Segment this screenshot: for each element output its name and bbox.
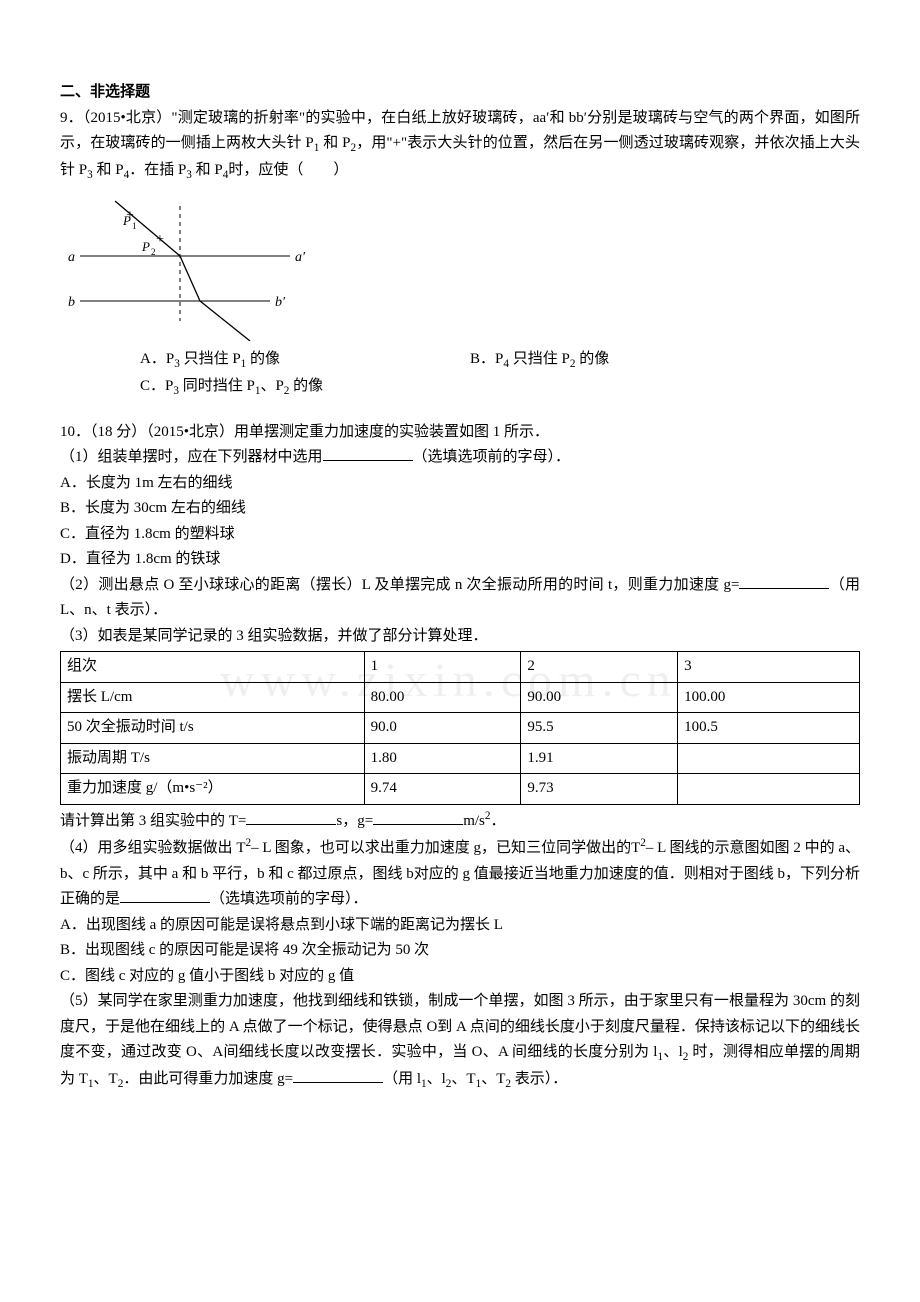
svg-text:P: P	[122, 213, 131, 228]
q10-p5: （5）某同学在家里测重力加速度，他找到细线和铁锁，制成一个单摆，如图 3 所示，…	[60, 989, 860, 1094]
blank-input[interactable]	[246, 809, 336, 825]
svg-text:b′: b′	[275, 295, 286, 310]
svg-text:2: 2	[151, 247, 156, 257]
q9-stem: 9．（2015•北京）"测定玻璃的折射率"的实验中，在白纸上放好玻璃砖，aa′和…	[60, 106, 860, 186]
section-heading: 二、非选择题	[60, 80, 860, 106]
table-cell: 3	[678, 652, 860, 683]
q10-number: 10．	[60, 424, 90, 440]
table-cell: 组次	[61, 652, 365, 683]
q10-stem: 10．（18 分）（2015•北京）用单摆测定重力加速度的实验装置如图 1 所示…	[60, 420, 860, 446]
table-header-row: 组次 1 2 3	[61, 652, 860, 683]
q9-option-b: B．P4 只挡住 P2 的像	[470, 347, 770, 374]
q9-option-a: A．P3 只挡住 P1 的像	[140, 347, 470, 374]
q10-p1: （1）组装单摆时，应在下列器材中选用（选填选项前的字母）．	[60, 445, 860, 471]
blank-input[interactable]	[373, 809, 463, 825]
table-row: 振动周期 T/s 1.80 1.91	[61, 743, 860, 774]
q10-p2: （2）测出悬点 O 至小球球心的距离（摆长）L 及单摆完成 n 次全振动所用的时…	[60, 573, 860, 624]
table-row: 50 次全振动时间 t/s 90.0 95.5 100.5	[61, 713, 860, 744]
blank-input[interactable]	[739, 573, 829, 589]
svg-text:P: P	[141, 239, 150, 254]
svg-text:b: b	[68, 295, 75, 310]
svg-text:1: 1	[132, 221, 137, 231]
q10-p4-optC: C．图线 c 对应的 g 值小于图线 b 对应的 g 值	[60, 964, 860, 990]
blank-input[interactable]	[323, 445, 413, 461]
q9-option-c: C．P3 同时挡住 P1、P2 的像	[140, 374, 470, 401]
q9-figure: + + P1 P2 a a′ b b′	[60, 191, 320, 341]
table-cell: 1	[364, 652, 521, 683]
q10-table: 组次 1 2 3 摆长 L/cm 80.00 90.00 100.00 50 次…	[60, 651, 860, 805]
q10-p4-optA: A．出现图线 a 的原因可能是误将悬点到小球下端的距离记为摆长 L	[60, 913, 860, 939]
q9-number: 9．	[60, 110, 83, 126]
q10-optD: D．直径为 1.8cm 的铁球	[60, 547, 860, 573]
blank-input[interactable]	[120, 887, 210, 903]
q9-choices: A．P3 只挡住 P1 的像 B．P4 只挡住 P2 的像 C．P3 同时挡住 …	[140, 347, 860, 401]
q10-optC: C．直径为 1.8cm 的塑料球	[60, 522, 860, 548]
table-cell: 2	[521, 652, 678, 683]
q10-p3-calc: 请计算出第 3 组实验中的 T=s，g=m/s2．	[60, 807, 860, 835]
table-row: 重力加速度 g/（m•s⁻²） 9.74 9.73	[61, 774, 860, 805]
q10-optB: B．长度为 30cm 左右的细线	[60, 496, 860, 522]
q10-p4: （4）用多组实验数据做出 T2– L 图象，也可以求出重力加速度 g，已知三位同…	[60, 834, 860, 913]
q10-p3: （3）如表是某同学记录的 3 组实验数据，并做了部分计算处理．	[60, 624, 860, 650]
svg-text:+: +	[156, 232, 164, 247]
blank-input[interactable]	[293, 1067, 383, 1083]
svg-text:a: a	[68, 250, 75, 265]
q10-optA: A．长度为 1m 左右的细线	[60, 471, 860, 497]
q10-p4-optB: B．出现图线 c 的原因可能是误将 49 次全振动记为 50 次	[60, 938, 860, 964]
svg-text:a′: a′	[295, 250, 306, 265]
table-row: 摆长 L/cm 80.00 90.00 100.00	[61, 682, 860, 713]
